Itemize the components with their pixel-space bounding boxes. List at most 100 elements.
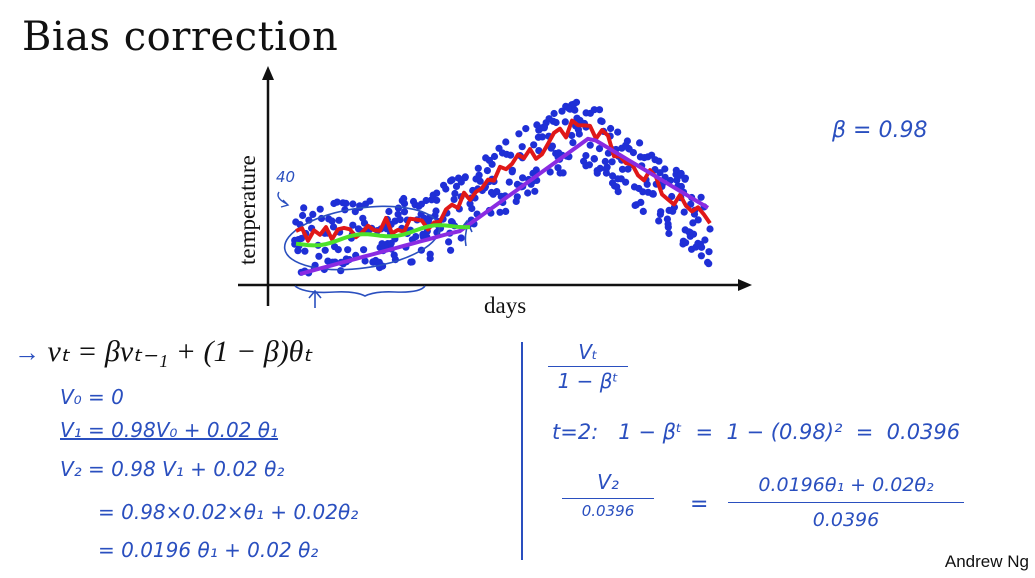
data-point (518, 143, 526, 151)
data-point (361, 257, 369, 265)
frac-v2-num: V₂ (562, 470, 654, 499)
data-point (505, 178, 513, 186)
data-point (408, 258, 416, 266)
data-point (590, 155, 598, 163)
data-point (668, 192, 676, 201)
data-point (657, 208, 665, 216)
data-point (585, 161, 594, 169)
data-point (490, 152, 499, 161)
data-point (524, 189, 532, 197)
data-point (680, 208, 688, 216)
data-point (530, 141, 538, 149)
frac-vt-den: 1 − βᵗ (557, 369, 619, 393)
data-point (432, 207, 440, 215)
frac-v2-den: 0.0396 (581, 502, 635, 520)
data-point (502, 138, 510, 146)
ema-equation: → vₜ = βvₜ₋₁ + (1 − β)θₜ (14, 334, 312, 369)
data-point (697, 193, 705, 201)
note-v2b: = 0.98×0.02×θ₁ + 0.02θ₂ (98, 500, 359, 524)
data-point (342, 199, 350, 207)
data-point (334, 246, 342, 254)
start-arrow (308, 289, 322, 308)
data-point (519, 174, 527, 182)
data-point (575, 130, 583, 138)
slide-title: Bias correction (22, 14, 339, 60)
data-point (400, 194, 408, 203)
data-point (351, 208, 359, 216)
data-point (354, 225, 363, 233)
data-point (360, 246, 368, 254)
data-point (300, 204, 308, 212)
data-point (677, 182, 686, 191)
data-point (595, 145, 604, 153)
early-region-circle (283, 205, 441, 271)
data-point (598, 117, 606, 126)
data-point (400, 208, 409, 216)
data-point (316, 205, 324, 213)
data-point (665, 229, 673, 238)
note-v1: V₁ = 0.98V₀ + 0.02 θ₁ (60, 418, 278, 442)
underbrace (294, 285, 426, 297)
data-point (582, 152, 590, 160)
data-point (682, 239, 690, 247)
data-point (457, 234, 465, 242)
data-point (448, 176, 456, 184)
data-points (291, 98, 714, 277)
data-point (571, 106, 579, 114)
data-point (596, 164, 604, 172)
data-point (586, 141, 594, 149)
data-point (681, 174, 690, 182)
data-point (643, 180, 651, 188)
frac-v2: V₂ 0.0396 (562, 470, 654, 520)
data-point (315, 252, 323, 260)
data-point (301, 247, 309, 255)
data-point (561, 118, 569, 126)
data-point (669, 207, 677, 215)
data-point (468, 204, 476, 213)
data-point (344, 246, 352, 254)
data-point (705, 248, 713, 256)
data-point (442, 185, 450, 193)
data-point (552, 118, 560, 127)
data-point (601, 157, 609, 166)
data-point (705, 260, 713, 268)
data-point (559, 169, 567, 177)
data-point (335, 216, 343, 224)
data-point (661, 165, 669, 173)
data-point (461, 173, 469, 181)
divider (521, 342, 523, 560)
annotation-40: 40 (276, 168, 295, 186)
data-point (394, 204, 402, 212)
data-point (622, 178, 630, 186)
data-point (547, 144, 555, 152)
data-point (535, 147, 543, 155)
data-point (349, 200, 357, 208)
data-point (540, 123, 549, 131)
data-point (321, 246, 329, 254)
data-point (611, 182, 619, 190)
data-point (614, 188, 622, 196)
frac-rhs-num: 0.0196θ₁ + 0.02θ₂ (728, 474, 964, 503)
data-point (607, 124, 615, 133)
data-point (569, 139, 577, 147)
data-point (538, 133, 547, 141)
note-t2: t=2: 1 − βᵗ = 1 − (0.98)² = 0.0396 (552, 420, 961, 444)
data-point (590, 106, 598, 114)
red-ema-curve (295, 118, 712, 243)
data-point (515, 130, 523, 138)
data-point (637, 198, 645, 206)
data-point (359, 214, 367, 222)
data-point (483, 167, 491, 175)
y-axis-label: temperature (235, 155, 260, 265)
data-point (508, 168, 516, 176)
data-point (572, 98, 581, 106)
data-point (385, 207, 393, 216)
data-point (629, 149, 638, 157)
equation-arrow: → (14, 338, 40, 367)
data-point (412, 233, 420, 241)
data-point (294, 247, 302, 255)
data-point (689, 219, 697, 227)
x-axis-arrowhead (738, 279, 752, 291)
beta-note: β = 0.98 (832, 118, 928, 143)
